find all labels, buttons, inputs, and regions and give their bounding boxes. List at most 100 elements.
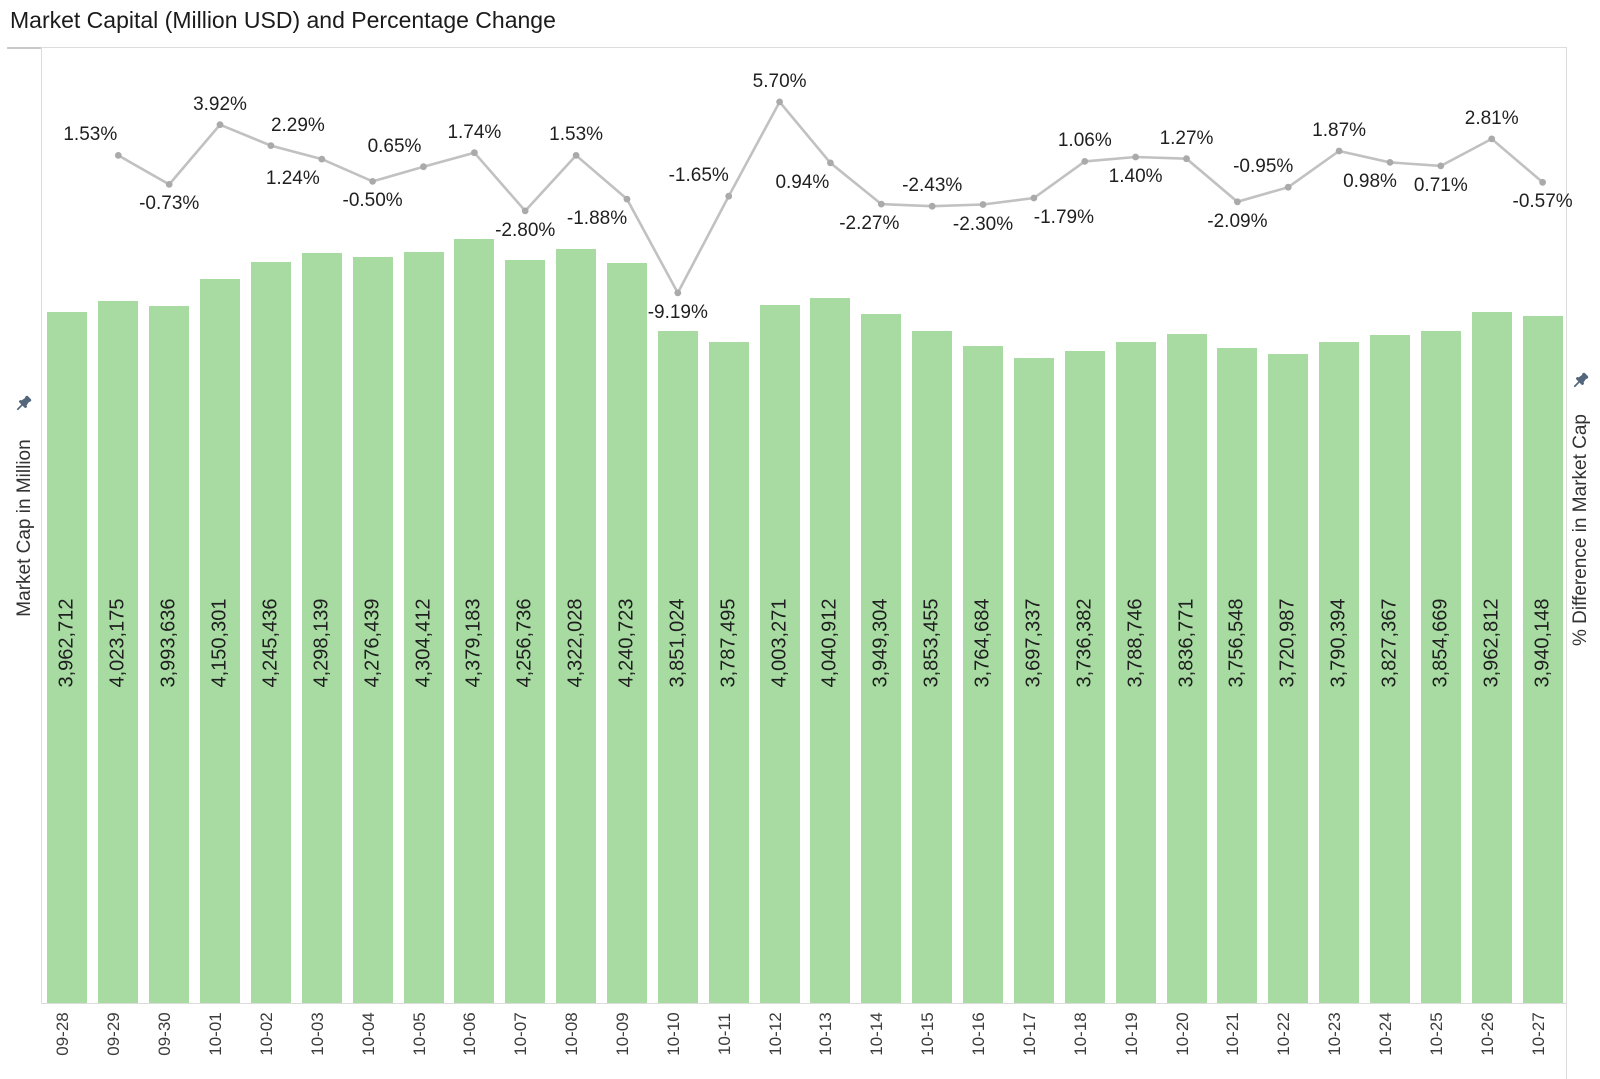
x-tick-label: 10-27 bbox=[1528, 1012, 1548, 1056]
x-tick-label: 10-20 bbox=[1172, 1012, 1192, 1056]
x-tick-label: 09-29 bbox=[104, 1012, 124, 1056]
plot-area: 3,962,712 4,023,175 3,993,636 4,150,301 4,24… bbox=[41, 47, 1573, 1004]
bar[interactable] bbox=[301, 253, 342, 1003]
x-tick-label: 10-24 bbox=[1376, 1012, 1395, 1056]
bar[interactable] bbox=[454, 239, 495, 1003]
x-tick-label: 10-18 bbox=[1070, 1012, 1090, 1056]
line-point-marker[interactable] bbox=[1539, 178, 1546, 186]
pct-change-label: 1.53% bbox=[63, 124, 118, 146]
pct-change-label: 2.81% bbox=[1464, 107, 1519, 129]
line-point-marker[interactable] bbox=[369, 178, 376, 185]
line-point-marker[interactable] bbox=[1488, 135, 1496, 143]
bar[interactable] bbox=[1013, 358, 1054, 1003]
x-tick-label: 10-09 bbox=[613, 1012, 632, 1056]
pct-change-label: -1.79% bbox=[1033, 207, 1094, 228]
line-point-marker[interactable] bbox=[674, 289, 682, 297]
pct-change-label: 3.92% bbox=[193, 93, 247, 115]
pct-change-label: -0.57% bbox=[1512, 191, 1573, 213]
x-tick-label: 10-23 bbox=[1325, 1012, 1345, 1056]
line-point-marker[interactable] bbox=[572, 152, 580, 159]
line-point-marker[interactable] bbox=[471, 149, 478, 157]
line-point-marker[interactable] bbox=[1335, 147, 1343, 155]
bar[interactable] bbox=[963, 346, 1003, 1003]
bar[interactable] bbox=[810, 298, 851, 1003]
bar[interactable] bbox=[759, 304, 800, 1003]
line-point-marker[interactable] bbox=[1132, 153, 1139, 161]
line-point-marker[interactable] bbox=[1386, 159, 1394, 166]
bar[interactable] bbox=[1166, 333, 1207, 1003]
x-tick-label: 10-05 bbox=[409, 1012, 429, 1056]
bar[interactable] bbox=[1217, 347, 1258, 1003]
line-point-marker[interactable] bbox=[318, 155, 326, 163]
axis-header-divider bbox=[7, 47, 42, 49]
bar[interactable] bbox=[1370, 335, 1410, 1003]
line-point-marker[interactable] bbox=[827, 159, 834, 167]
right-axis-pin-icon[interactable] bbox=[1570, 371, 1590, 396]
bar[interactable] bbox=[47, 311, 88, 1003]
bar[interactable] bbox=[352, 256, 393, 1003]
bar[interactable] bbox=[1471, 311, 1512, 1003]
bar[interactable] bbox=[607, 263, 647, 1003]
pct-change-label: 0.65% bbox=[367, 135, 422, 157]
line-point-marker[interactable] bbox=[623, 195, 631, 203]
bar[interactable] bbox=[250, 262, 291, 1003]
bar[interactable] bbox=[1064, 351, 1105, 1003]
line-point-marker[interactable] bbox=[877, 200, 885, 208]
bar[interactable] bbox=[1522, 315, 1563, 1003]
line-point-marker[interactable] bbox=[114, 152, 122, 159]
x-tick-label: 10-03 bbox=[307, 1012, 327, 1056]
line-point-marker[interactable] bbox=[1030, 194, 1038, 202]
pct-change-label: -2.43% bbox=[902, 175, 963, 197]
pct-change-label: -2.09% bbox=[1207, 210, 1268, 232]
pct-change-label: 1.87% bbox=[1312, 120, 1367, 141]
pct-change-label: 0.71% bbox=[1413, 174, 1468, 196]
line-point-marker[interactable] bbox=[979, 201, 987, 208]
bar[interactable] bbox=[149, 306, 190, 1003]
bar[interactable] bbox=[403, 252, 444, 1003]
line-point-marker[interactable] bbox=[1081, 158, 1089, 165]
line-point-marker[interactable] bbox=[420, 163, 427, 171]
line-point-marker[interactable] bbox=[776, 98, 783, 106]
line-point-marker[interactable] bbox=[216, 121, 224, 129]
bar[interactable] bbox=[1115, 342, 1156, 1003]
x-tick-label: 10-02 bbox=[256, 1012, 276, 1056]
bar[interactable] bbox=[556, 249, 597, 1003]
line-point-marker[interactable] bbox=[1183, 155, 1190, 163]
x-tick-label: 10-25 bbox=[1426, 1012, 1446, 1056]
x-tick-label: 09-30 bbox=[155, 1012, 175, 1056]
left-axis-title: Market Cap in Million bbox=[14, 439, 35, 617]
x-tick-label: 10-10 bbox=[663, 1012, 683, 1056]
bar[interactable] bbox=[861, 314, 902, 1003]
bar[interactable] bbox=[98, 301, 139, 1003]
bar[interactable] bbox=[912, 330, 953, 1003]
line-point-marker[interactable] bbox=[1437, 162, 1445, 170]
x-tick-label: 10-14 bbox=[867, 1012, 887, 1056]
line-point-marker[interactable] bbox=[1234, 198, 1241, 206]
left-axis-pin-icon[interactable] bbox=[13, 394, 33, 419]
bar[interactable] bbox=[1268, 353, 1309, 1003]
bar[interactable] bbox=[505, 260, 546, 1003]
pct-change-label: -0.95% bbox=[1233, 156, 1294, 178]
bar[interactable] bbox=[1319, 341, 1360, 1003]
line-point-marker[interactable] bbox=[1284, 183, 1292, 191]
pct-change-label: -2.80% bbox=[495, 219, 556, 241]
pct-change-label: -1.65% bbox=[668, 165, 729, 187]
x-tick-label: 10-04 bbox=[358, 1012, 378, 1056]
bar[interactable] bbox=[657, 331, 698, 1003]
line-point-marker[interactable] bbox=[267, 142, 275, 149]
bar[interactable] bbox=[708, 342, 749, 1003]
line-point-marker[interactable] bbox=[928, 202, 936, 210]
pct-change-label: -2.30% bbox=[952, 213, 1014, 235]
bar[interactable] bbox=[200, 278, 240, 1003]
line-point-marker[interactable] bbox=[165, 181, 173, 188]
bar[interactable] bbox=[1420, 330, 1461, 1003]
right-axis-title: % Difference in Market Cap bbox=[1570, 414, 1591, 646]
axis-area-right-border bbox=[1566, 1004, 1567, 1079]
pct-change-label: -1.88% bbox=[566, 208, 628, 230]
line-point-marker[interactable] bbox=[725, 192, 733, 200]
pct-change-label: 1.53% bbox=[549, 124, 604, 146]
line-point-marker[interactable] bbox=[521, 207, 529, 215]
x-tick-label: 10-22 bbox=[1274, 1012, 1294, 1056]
x-tick-label: 10-16 bbox=[969, 1012, 988, 1056]
